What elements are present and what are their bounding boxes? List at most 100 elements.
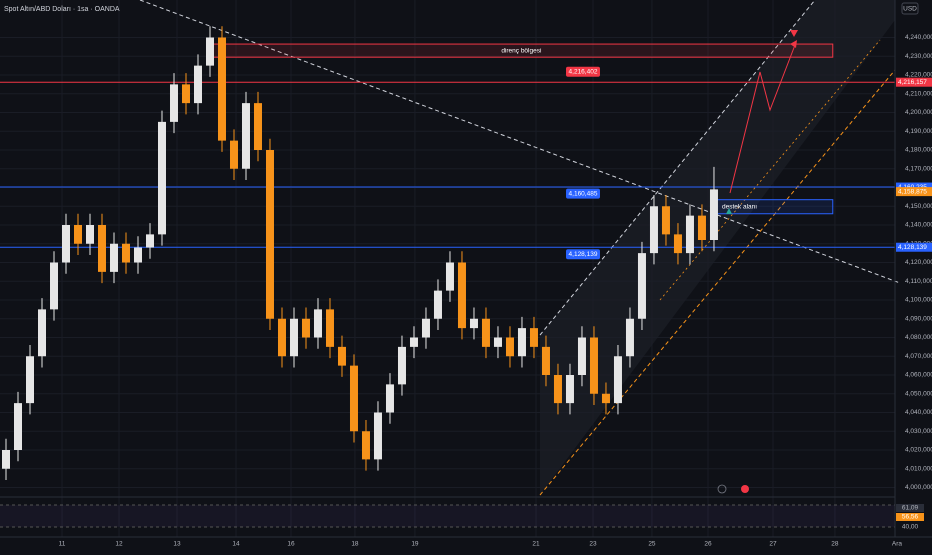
- price-label-box: [896, 242, 932, 252]
- candle-body: [337, 346, 346, 366]
- candle-body: [325, 309, 334, 347]
- last-price-box: [896, 187, 932, 197]
- candle-body: [709, 189, 718, 240]
- line-tag-box: [566, 188, 600, 199]
- candle-body: [97, 225, 106, 272]
- candle-body: [433, 290, 442, 319]
- rsi-value-box: [896, 504, 924, 512]
- candle-body: [661, 206, 670, 235]
- projection-arrow: [729, 44, 796, 194]
- line-tag-box: [566, 249, 600, 260]
- y-tick-label: 4,090,000: [905, 315, 932, 322]
- y-tick-label: 4,180,000: [905, 147, 932, 154]
- candle-body: [445, 262, 454, 291]
- plot: direnç bölgesi destek alanı 4,216,402 4,160…: [0, 26, 895, 480]
- candle-body: [349, 365, 358, 432]
- y-tick-label: 4,150,000: [905, 203, 932, 210]
- candle-body: [409, 337, 418, 347]
- x-tick-label: 21: [532, 541, 540, 548]
- candle-body: [1, 450, 10, 469]
- price-label-box: [896, 77, 932, 87]
- x-tick-label: 26: [704, 541, 712, 548]
- trend-line: [139, 0, 901, 284]
- candle-body: [145, 234, 154, 248]
- line-tag: 4,128,139: [569, 251, 598, 258]
- candle-body: [133, 247, 142, 263]
- x-tick-label: 18: [351, 541, 359, 548]
- x-tick-label: 11: [59, 541, 66, 548]
- candle-body: [625, 318, 634, 357]
- axis: 4,000,000 4,010,000 4,020,000 4,030,000 4,04…: [59, 34, 932, 548]
- y-tick-label: 4,200,000: [905, 109, 932, 116]
- candle-body: [301, 318, 310, 338]
- candle-body: [457, 262, 466, 329]
- event-icon[interactable]: [741, 485, 749, 493]
- x-tick-label: 28: [831, 541, 839, 548]
- y-tick-label: 4,060,000: [905, 372, 932, 379]
- rsi-band: [0, 505, 895, 527]
- x-tick-label: 13: [173, 541, 181, 548]
- candle-body: [589, 337, 598, 394]
- rsi-ma-box: [896, 513, 924, 521]
- candle-body: [229, 140, 238, 169]
- line-tag: 4,216,402: [569, 68, 598, 75]
- candle-body: [193, 65, 202, 104]
- candle-body: [373, 412, 382, 460]
- event-icon[interactable]: [717, 484, 727, 494]
- candle-body: [685, 215, 694, 254]
- candle-body: [61, 225, 70, 263]
- y-tick-label: 4,210,000: [905, 90, 932, 97]
- x-tick-label: 25: [648, 541, 656, 548]
- x-tick-label: 12: [115, 541, 123, 548]
- candle-body: [673, 234, 682, 254]
- rsi-value: 61,09: [902, 505, 919, 512]
- y-tick-label: 4,240,000: [905, 34, 932, 41]
- y-tick-label: 4,100,000: [905, 297, 932, 304]
- candle-body: [49, 262, 58, 310]
- zone-label: direnç bölgesi: [501, 47, 541, 54]
- candle-body: [421, 318, 430, 338]
- down-marker: [790, 30, 798, 37]
- candle-body: [601, 393, 610, 404]
- candle-body: [265, 150, 274, 319]
- candle-body: [553, 375, 562, 404]
- candle-body: [25, 356, 34, 404]
- x-tick-label: 23: [589, 541, 597, 548]
- candle-body: [109, 243, 118, 272]
- channel-line: [539, 69, 896, 496]
- candle-body: [577, 337, 586, 375]
- currency-box[interactable]: [901, 2, 919, 15]
- x-tick-label: 16: [287, 541, 295, 548]
- candle-body: [205, 37, 214, 66]
- candle-body: [13, 403, 22, 450]
- candle-body: [361, 431, 370, 460]
- y-tick-label: 4,050,000: [905, 390, 932, 397]
- trend-line: [539, 0, 816, 336]
- y-tick-label: 4,170,000: [905, 165, 932, 172]
- price-label: 4,128,139: [898, 244, 927, 251]
- chart-title: Spot Altın/ABD Doları · 1sa · OANDA: [4, 6, 120, 13]
- price-label-box: [896, 182, 932, 192]
- x-tick-label: 19: [411, 541, 419, 548]
- price-label: 4,216,157: [898, 79, 927, 86]
- y-tick-label: 4,030,000: [905, 428, 932, 435]
- candle-body: [397, 346, 406, 385]
- y-tick-label: 4,220,000: [905, 72, 932, 79]
- channel-mid: [659, 39, 881, 301]
- candle-body: [637, 253, 646, 319]
- candle-body: [493, 337, 502, 347]
- rsi-ma: 56,56: [902, 514, 919, 521]
- candle-body: [121, 243, 130, 263]
- candle-body: [517, 328, 526, 357]
- candle-body: [169, 84, 178, 122]
- currency[interactable]: USD: [903, 6, 917, 13]
- candle-body: [253, 103, 262, 150]
- candle-body: [649, 206, 658, 254]
- y-tick-label: 4,190,000: [905, 128, 932, 135]
- y-tick-label: 4,230,000: [905, 53, 932, 60]
- last-price-label: 4,158,875: [898, 188, 927, 195]
- y-tick-label: 4,140,000: [905, 222, 932, 229]
- y-tick-label: 4,010,000: [905, 465, 932, 472]
